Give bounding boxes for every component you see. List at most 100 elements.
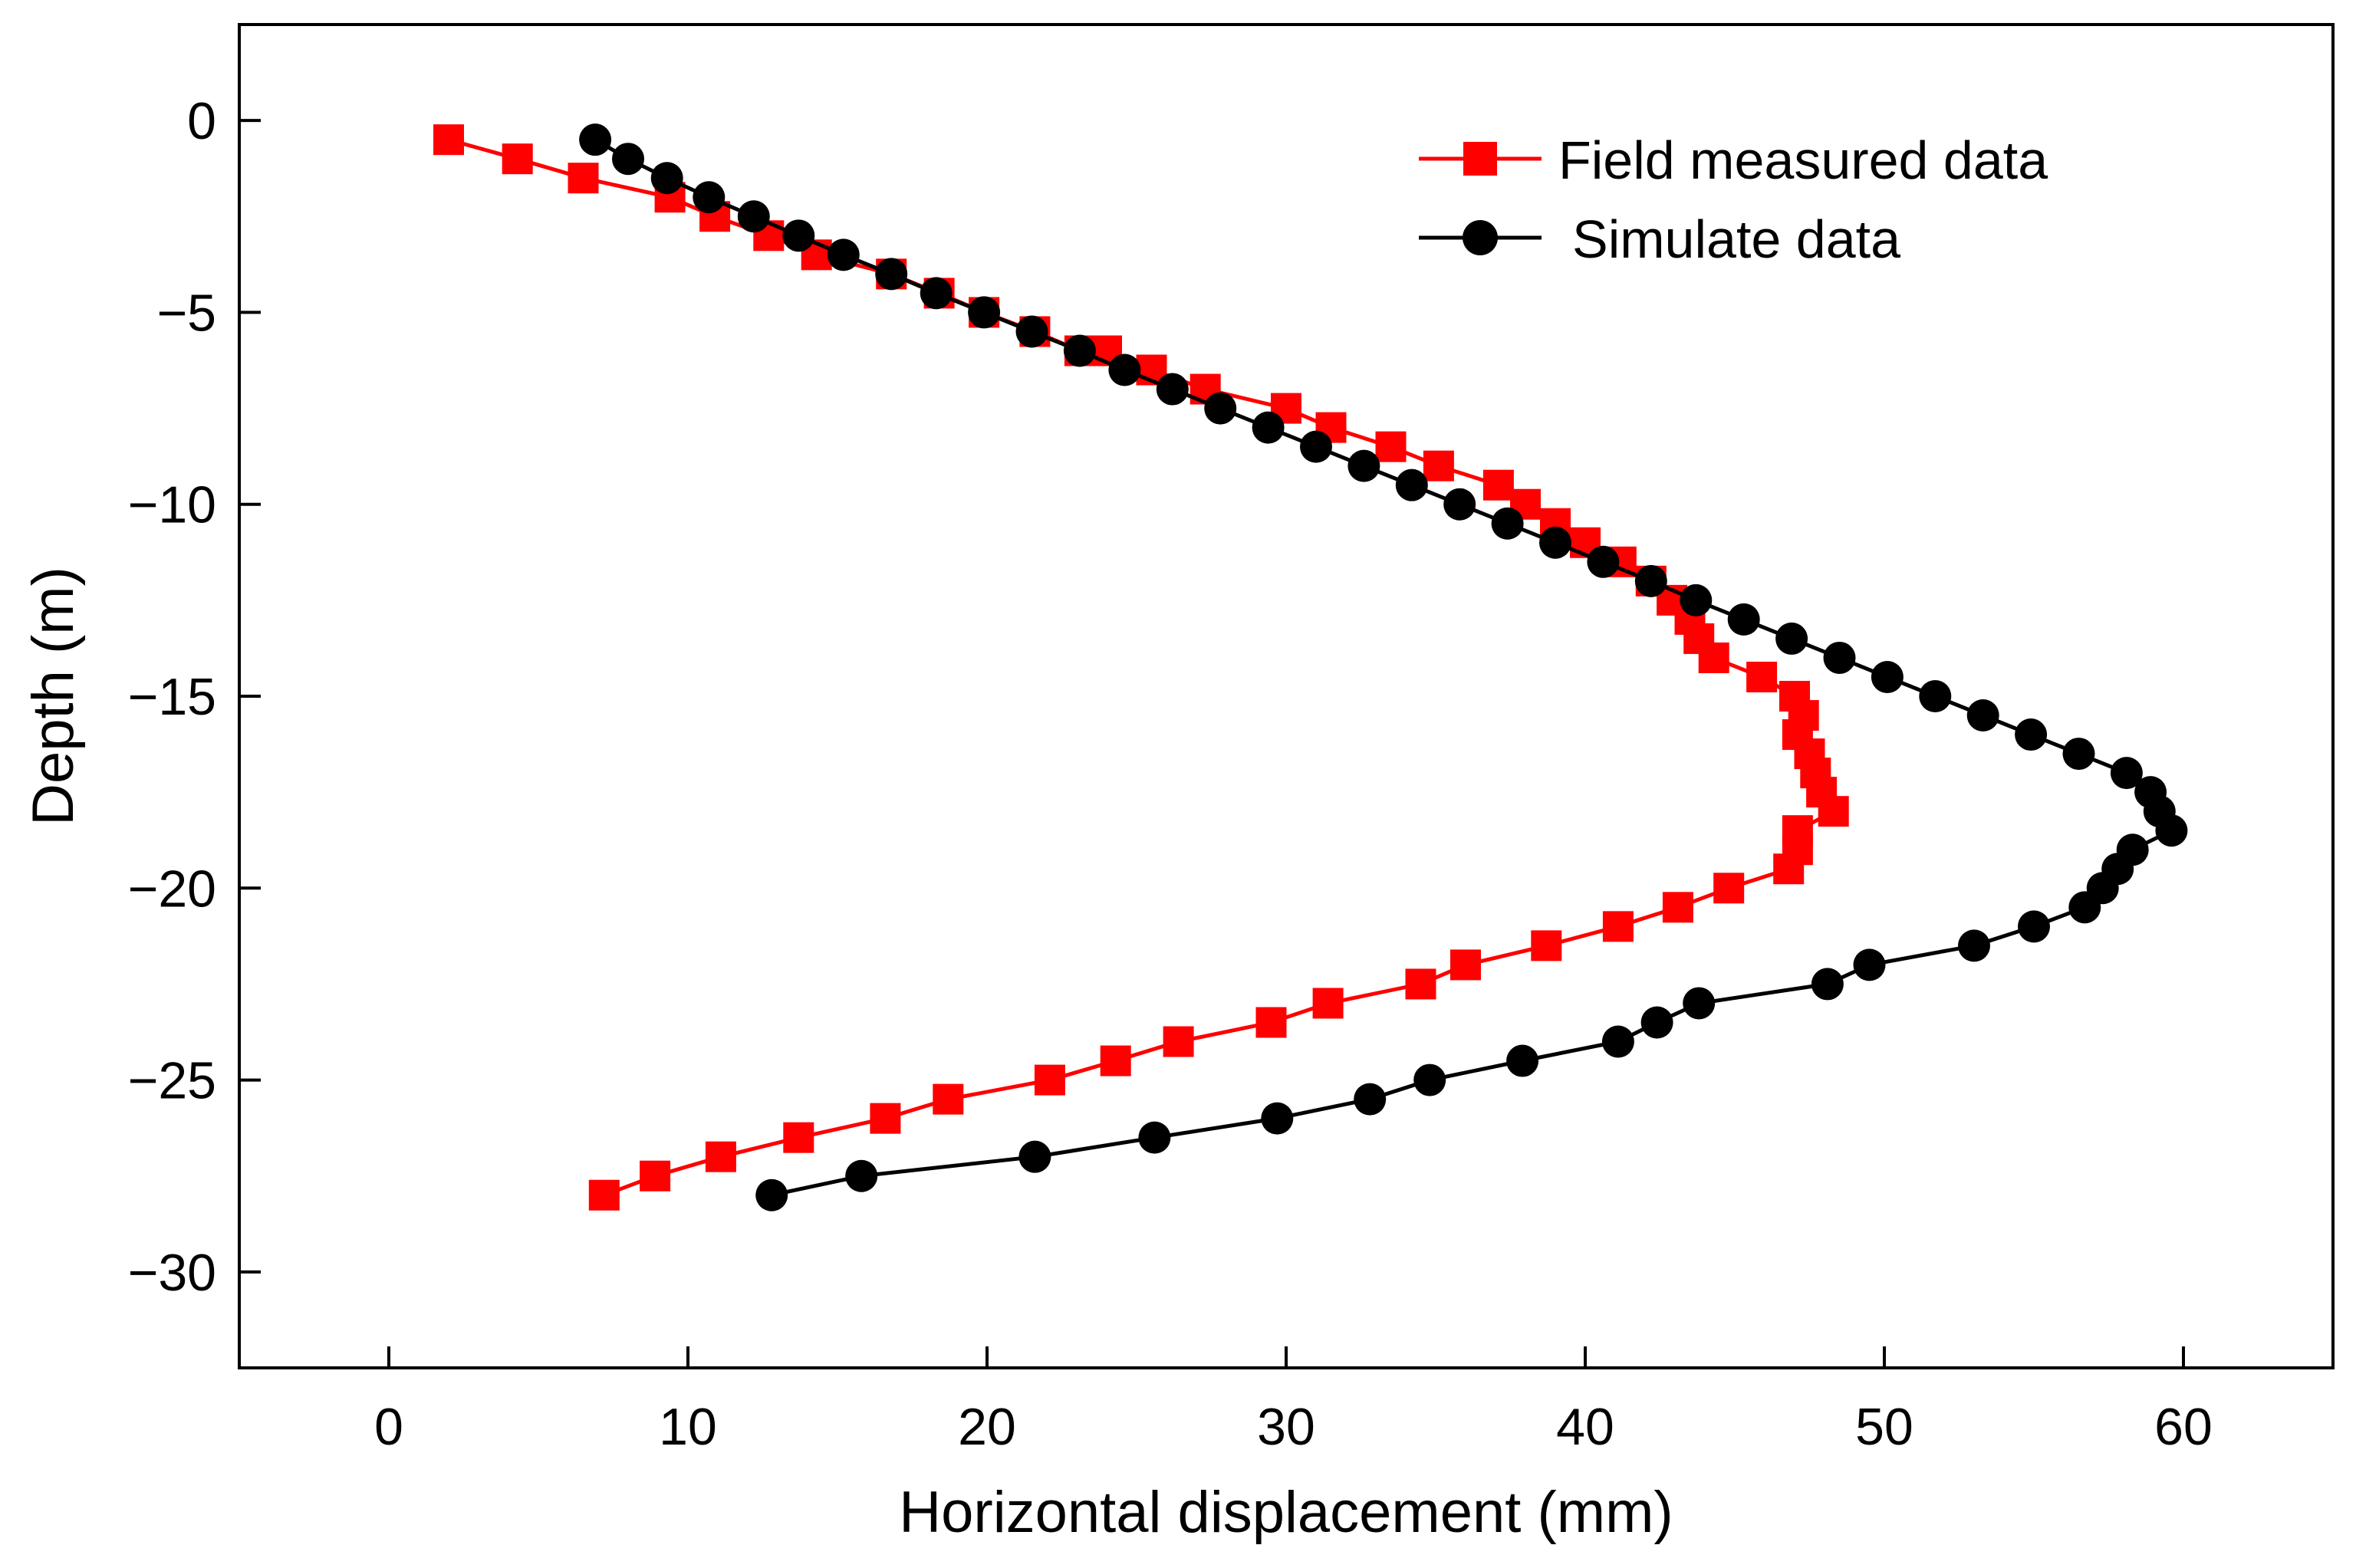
data-point [1539,526,1571,559]
data-point [1919,680,1952,712]
data-point [1261,1102,1294,1135]
data-point [433,124,464,156]
data-point [755,1178,788,1211]
data-point [1601,1025,1634,1058]
x-axis-title: Horizontal displacement (mm) [899,1480,1673,1545]
y-tick-label: −30 [128,1244,216,1302]
data-point [2018,910,2050,943]
data-point [875,258,908,291]
data-point [1405,968,1436,1000]
data-point [705,1141,736,1172]
data-point [870,1103,901,1134]
data-point [1966,699,1999,732]
data-point [1698,642,1729,673]
data-point [1413,1063,1446,1096]
x-tick-label: 60 [2154,1398,2213,1456]
data-point [1713,873,1745,904]
data-point [2062,738,2095,771]
y-tick-label: −10 [128,476,216,534]
data-point [1443,488,1476,521]
data-point [968,296,1001,329]
data-point [2110,757,2143,790]
y-axis-title: Depth (m) [21,567,86,826]
y-tick-label: −15 [128,668,216,726]
data-point [1163,1026,1194,1057]
data-point [1775,622,1808,655]
data-point [2015,718,2048,751]
data-point [1871,660,1904,693]
data-point [1773,853,1805,885]
data-point [1746,661,1778,692]
data-point [1252,411,1285,444]
data-point [1034,1064,1065,1096]
data-point [1354,1083,1387,1116]
data-point [1640,1006,1673,1039]
x-tick-label: 20 [958,1398,1016,1456]
data-point [1727,603,1760,636]
x-tick-label: 40 [1556,1398,1614,1456]
data-point [737,200,770,233]
data-point [783,1122,814,1153]
legend-label-field: Field measured data [1558,130,2048,190]
data-point [502,143,533,175]
data-point [845,1159,878,1192]
data-point [612,143,644,176]
data-point [1347,449,1380,482]
data-point [1063,334,1096,367]
data-point [1312,988,1344,1019]
data-point [2155,814,2188,847]
data-point [1506,1044,1539,1077]
data-point [1680,583,1713,616]
series-field-measured [433,124,1849,1211]
data-point [1602,911,1634,942]
data-point [933,1083,964,1115]
data-point [1375,431,1407,462]
data-point [920,277,953,310]
data-point [1018,1140,1051,1173]
data-point [1853,948,1886,981]
data-point [1450,949,1481,981]
data-point [1300,430,1332,463]
data-point [827,238,860,271]
y-tick-label: −20 [128,860,216,918]
data-point [1958,929,1990,962]
x-axis-ticks: 0 10 20 30 40 50 60 [374,1346,2213,1456]
data-point [1204,392,1237,425]
x-tick-label: 0 [374,1398,403,1456]
data-point [650,162,683,195]
series-line [594,138,2174,1198]
data-point [640,1160,671,1192]
x-tick-label: 30 [1257,1398,1315,1456]
data-point [1587,545,1620,578]
data-point [1395,468,1428,501]
data-point [1683,987,1716,1020]
data-point [2068,891,2101,924]
data-point [1811,968,1844,1001]
legend-label-simulate: Simulate data [1572,209,1900,269]
y-tick-label: −25 [128,1052,216,1110]
data-point [1634,564,1667,597]
y-tick-label: 0 [187,92,216,150]
data-point [1138,1121,1171,1154]
series-layer [433,123,2188,1211]
legend-marker-field [1463,142,1497,176]
data-point [588,1179,620,1211]
plot-frame [238,23,2335,1369]
data-point [1015,315,1048,348]
data-point [782,219,815,252]
x-tick-label: 10 [659,1398,717,1456]
y-axis-ticks: 0 −5 −10 −15 −20 −25 −30 [128,92,261,1302]
legend-marker-simulate [1463,220,1498,255]
data-point [1255,1007,1287,1038]
data-point [693,181,726,214]
data-point [1662,892,1693,923]
data-point [1531,930,1562,962]
data-point [1491,507,1524,540]
data-point [1100,1045,1131,1077]
data-point [1482,469,1514,501]
data-point [1823,641,1856,674]
data-point [579,123,612,156]
legend: Field measured data Simulate data [1419,130,2048,269]
data-point [568,163,599,194]
